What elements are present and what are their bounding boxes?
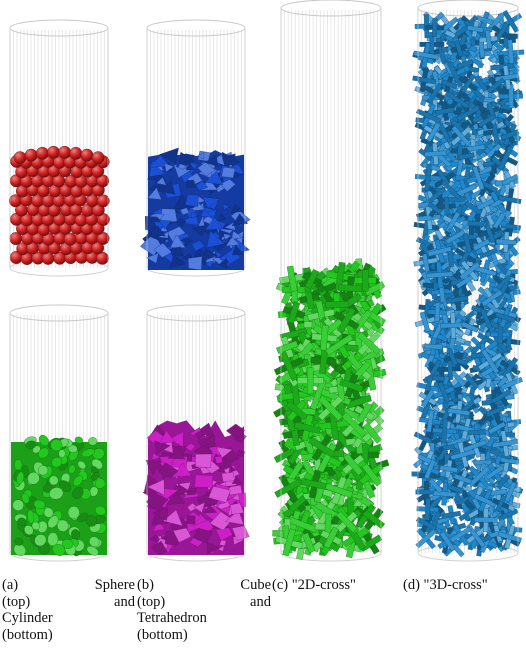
caption-a: (a) Sphere (top) and Cylinder (bottom) — [2, 577, 135, 643]
caption-a-line-1: (a) Sphere — [2, 577, 135, 593]
caption-b-line-4: (bottom) — [137, 626, 188, 643]
caption-a-line-2: (top) and — [2, 593, 135, 610]
caption-b-line-2: (top) and — [137, 593, 271, 610]
panel-a-sphere-particles — [8, 145, 110, 265]
panel-d-cross3d-particles — [411, 10, 525, 558]
caption-d-line-1: (d) "3D-cross" — [403, 577, 488, 593]
caption-c: (c) "2D-cross" — [272, 577, 392, 594]
panel-a-cylinder-particles — [11, 434, 107, 557]
caption-c-line-1: (c) "2D-cross" — [272, 577, 356, 593]
caption-b: (b) Cube (top) and Tetrahedron (bottom) — [137, 577, 271, 643]
caption-b-line-1: (b) Cube — [137, 577, 271, 593]
caption-d: (d) "3D-cross" — [403, 577, 526, 594]
panel-b-tetrahedron-particles — [142, 420, 250, 556]
caption-a-line-3: Cylinder — [2, 610, 53, 627]
panel-b-cube-particles — [139, 147, 251, 271]
caption-a-line-4: (bottom) — [2, 626, 53, 643]
caption-b-line-3: Tetrahedron — [137, 610, 207, 627]
panel-c-cross2d-particles — [272, 258, 390, 560]
